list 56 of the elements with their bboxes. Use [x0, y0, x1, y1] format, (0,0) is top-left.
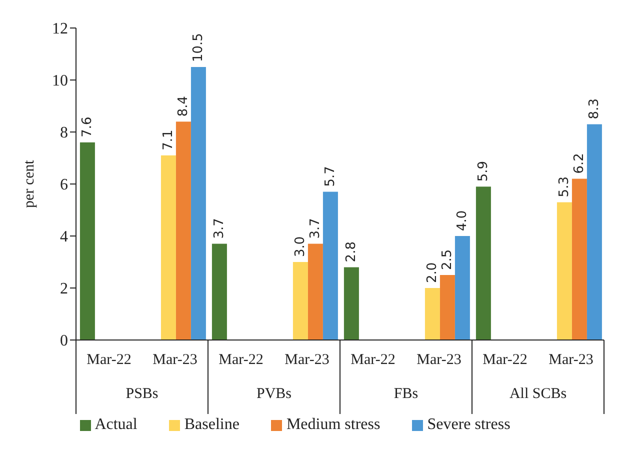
x-tick-label: Mar-23: [284, 352, 330, 368]
data-label: 5.3: [556, 176, 572, 198]
legend-label: Severe stress: [427, 416, 510, 433]
bar: [160, 155, 176, 340]
bar: [586, 124, 602, 340]
data-label: 5.9: [476, 160, 491, 182]
bar: [80, 142, 95, 340]
bar: [424, 288, 440, 340]
bar: [454, 236, 470, 340]
y-tick-label: 8: [60, 124, 68, 142]
y-tick-label: 4: [60, 228, 68, 246]
data-label: 4.0: [454, 210, 470, 231]
data-label: 2.0: [424, 262, 440, 283]
data-label: 2.8: [344, 242, 359, 262]
text: PVBs: [256, 386, 292, 402]
data-label: 6.2: [572, 153, 587, 174]
bar: [176, 122, 191, 340]
x-tick-label: Mar-23: [548, 352, 594, 368]
bar: [308, 244, 323, 340]
data-label: 10.5: [190, 33, 206, 62]
data-label: 3.0: [292, 236, 308, 257]
y-axis-title: per cent: [21, 159, 38, 208]
data-label: 5.7: [322, 166, 338, 187]
x-tick-label: Mar-22: [482, 352, 528, 368]
y-tick-label: 6: [60, 176, 68, 194]
bar: [440, 275, 455, 340]
data-label: 7.6: [80, 116, 95, 138]
data-label: 8.3: [586, 98, 602, 120]
text: FBs: [394, 386, 418, 402]
x-tick-label: Mar-23: [152, 352, 198, 368]
bar: [572, 178, 587, 340]
data-label: 8.4: [176, 96, 191, 117]
data-label: 3.7: [212, 218, 227, 239]
y-tick-label: 12: [52, 20, 68, 38]
bar: [322, 192, 338, 340]
data-label: 3.7: [308, 218, 323, 239]
bar: [556, 202, 572, 340]
y-tick-label: 0: [60, 332, 68, 350]
x-tick-label: Mar-22: [350, 352, 396, 368]
bar: [344, 267, 359, 340]
x-tick-label: Mar-22: [86, 352, 132, 368]
text: PSBs: [126, 386, 158, 402]
bar: [190, 67, 206, 340]
legend-label: Baseline: [184, 416, 240, 433]
bar: [476, 186, 491, 340]
text: All SCBs: [509, 386, 567, 402]
y-tick-label: 2: [60, 280, 68, 298]
y-tick-label: 10: [52, 72, 68, 90]
x-tick-label: Mar-22: [218, 352, 264, 368]
bar: [212, 244, 227, 340]
legend-label: Actual: [94, 416, 138, 433]
legend-label: Medium stress: [286, 416, 380, 433]
bar: [292, 262, 308, 340]
x-tick-label: Mar-23: [416, 352, 462, 368]
data-label: 2.5: [440, 249, 455, 270]
data-label: 7.1: [160, 130, 176, 150]
